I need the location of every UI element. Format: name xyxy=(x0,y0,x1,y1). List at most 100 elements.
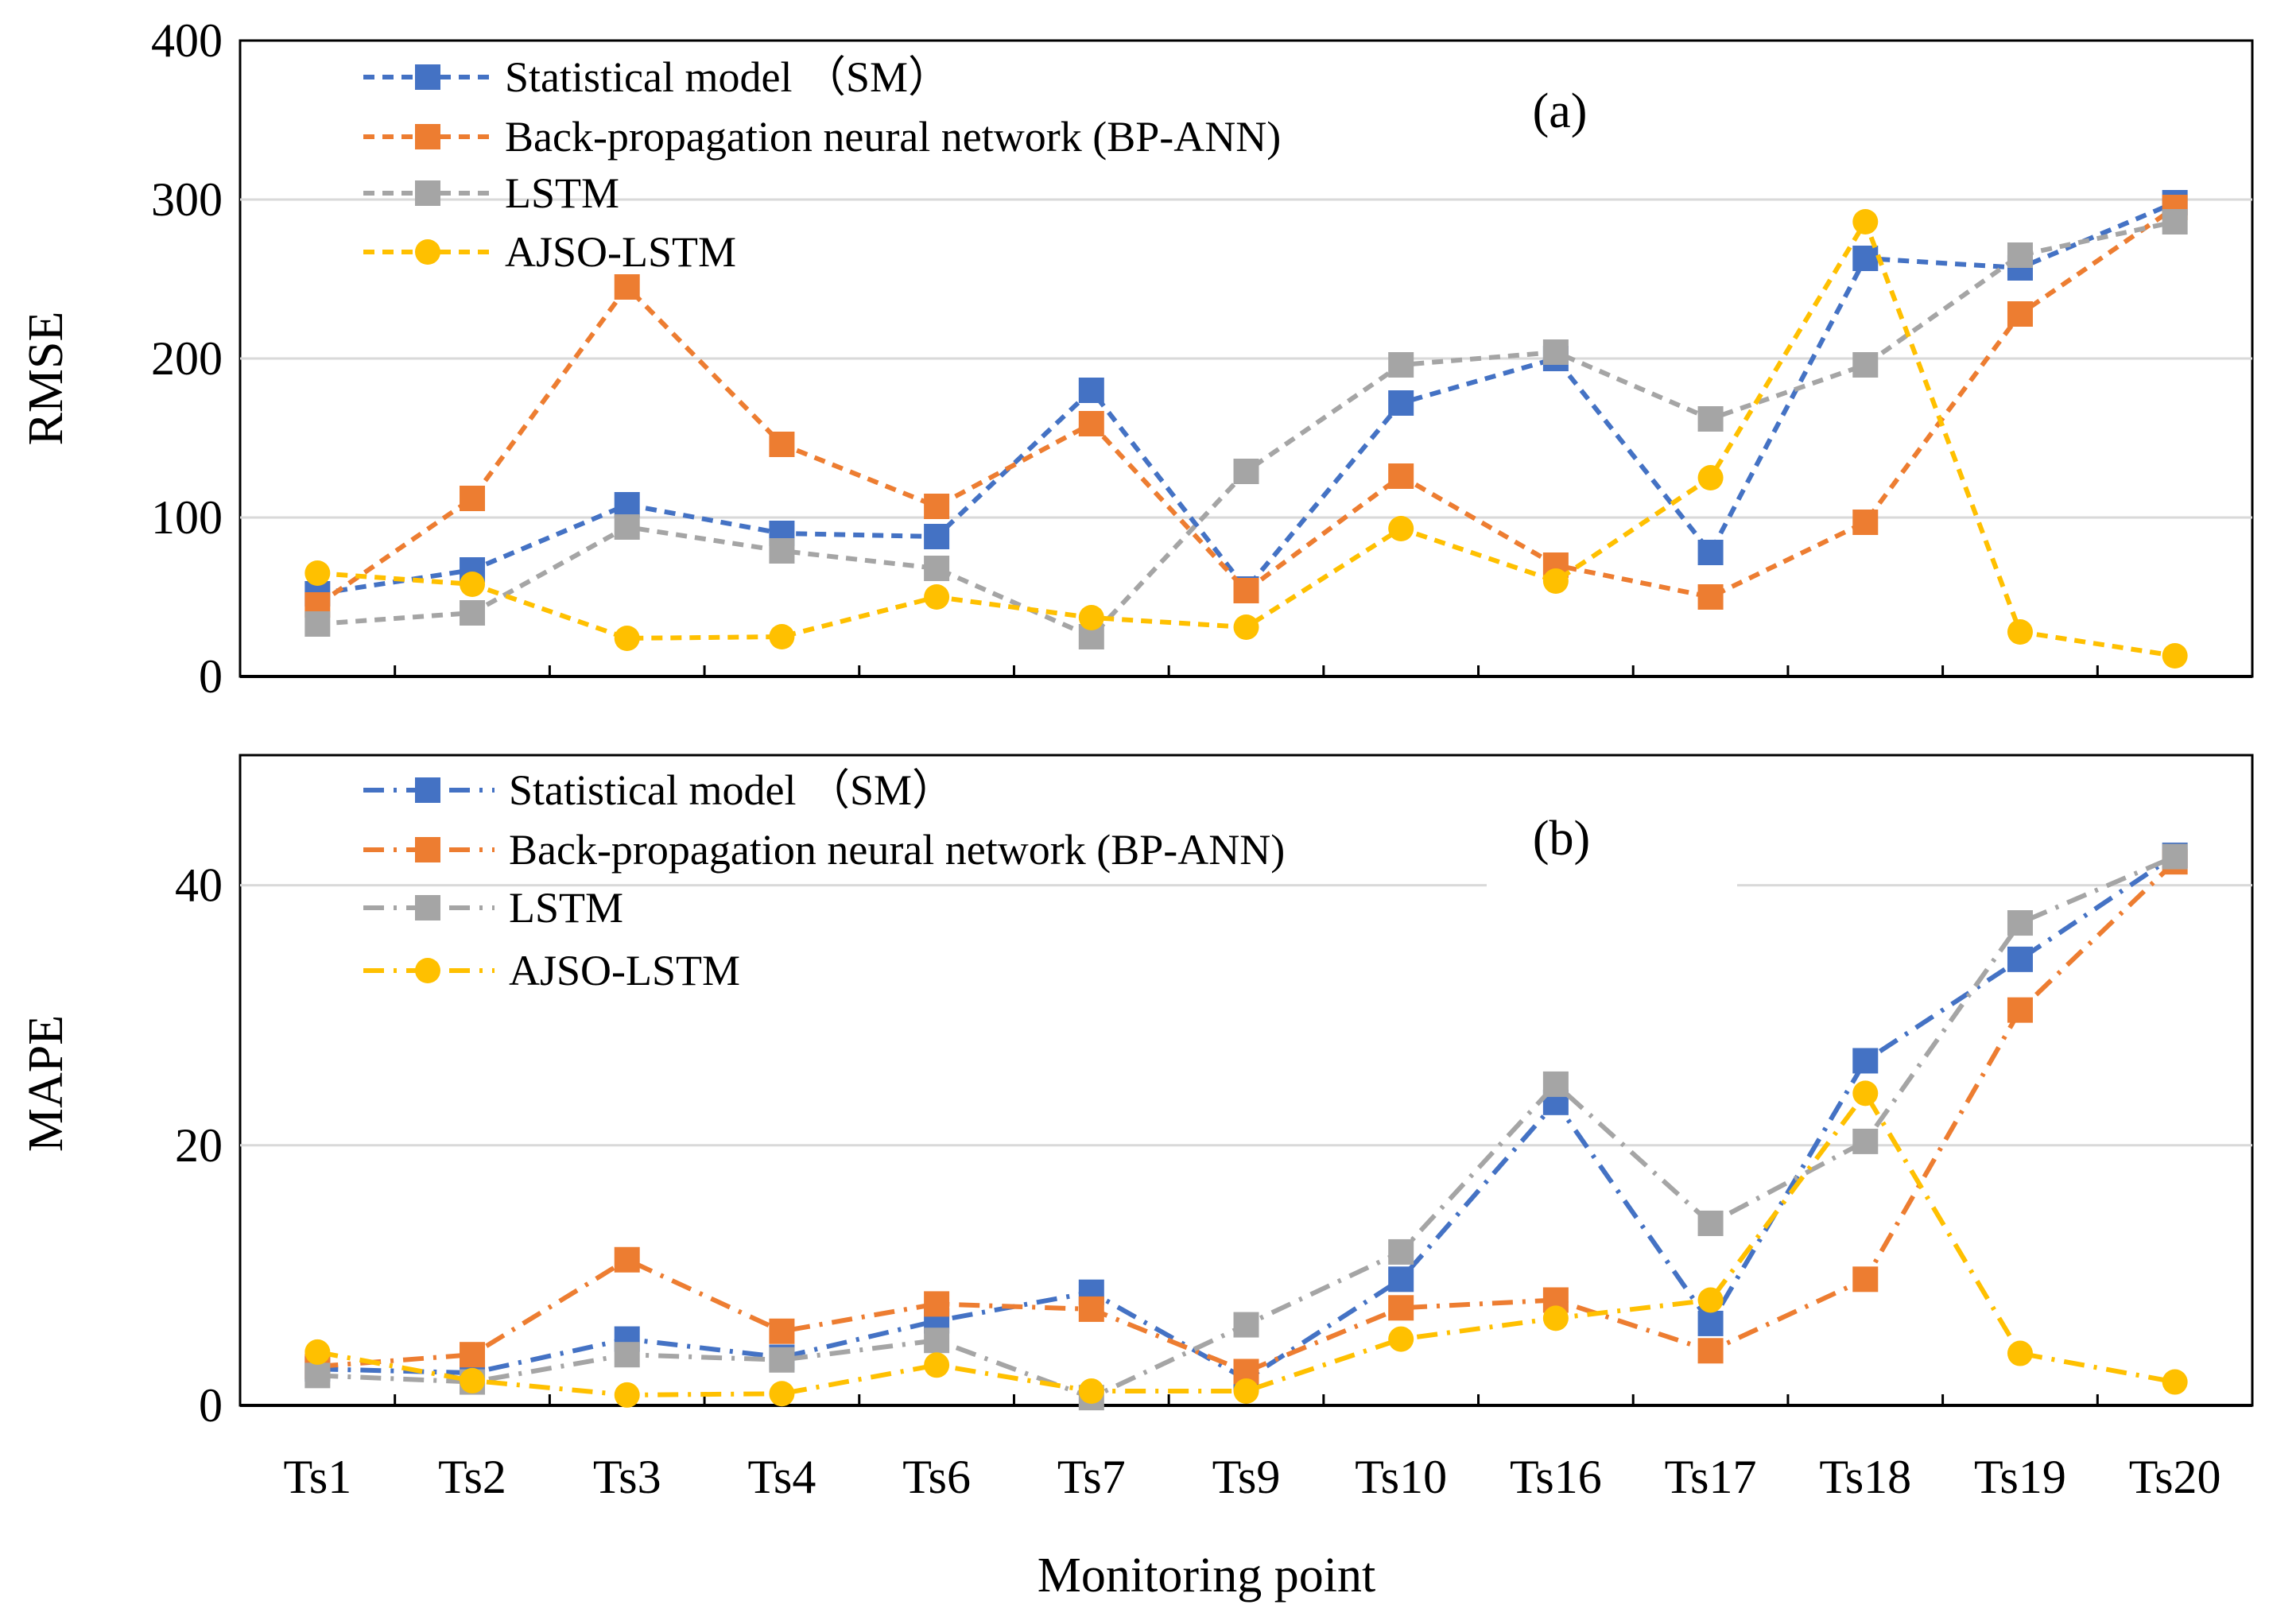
data-point-1 xyxy=(460,1342,486,1368)
data-point-3 xyxy=(460,572,486,597)
x-tick-label: Ts2 xyxy=(438,1451,506,1503)
data-point-1 xyxy=(1388,463,1414,489)
data-point-3 xyxy=(1542,1305,1569,1331)
data-point-3 xyxy=(769,624,795,649)
data-point-0 xyxy=(1852,246,1879,271)
legend-marker xyxy=(415,239,440,265)
series-line-3 xyxy=(316,1088,2176,1397)
data-point-3 xyxy=(614,1382,640,1408)
data-point-2 xyxy=(2162,843,2188,870)
data-point-1 xyxy=(924,494,950,519)
data-point-1 xyxy=(769,1318,795,1344)
data-point-2 xyxy=(304,1362,331,1389)
x-tick-label: Ts19 xyxy=(1974,1451,2066,1503)
x-tick-label: Ts16 xyxy=(1510,1451,1602,1503)
data-point-1 xyxy=(1697,1338,1724,1364)
data-point-0 xyxy=(614,492,640,517)
data-point-3 xyxy=(1233,1378,1259,1405)
y-tick-label: 0 xyxy=(199,650,223,703)
panel-label: (b) xyxy=(1533,812,1590,866)
legend-label: AJSO-LSTM xyxy=(505,228,736,276)
legend-marker xyxy=(415,958,440,983)
legend-label: LSTM xyxy=(509,884,623,932)
x-tick-label: Ts4 xyxy=(748,1451,816,1503)
series-line-2 xyxy=(317,219,2176,640)
data-point-1 xyxy=(460,486,486,511)
x-tick-label: Ts1 xyxy=(283,1451,351,1503)
data-point-2 xyxy=(924,1327,950,1354)
data-point-1 xyxy=(1078,1296,1104,1322)
data-point-2 xyxy=(1542,1071,1569,1097)
data-point-3 xyxy=(2162,643,2188,669)
data-point-3 xyxy=(1697,1287,1724,1313)
x-tick-label: Ts6 xyxy=(902,1451,971,1503)
x-tick-label: Ts17 xyxy=(1665,1451,1757,1503)
data-point-3 xyxy=(304,1339,331,1365)
y-axis-label: RMSE xyxy=(19,312,73,446)
legend-label: Statistical model （SM） xyxy=(509,766,955,814)
data-point-2 xyxy=(924,556,950,581)
legend-label: AJSO-LSTM xyxy=(509,947,740,994)
data-point-2 xyxy=(1852,352,1879,378)
y-tick-label: 0 xyxy=(199,1379,223,1432)
data-point-0 xyxy=(1852,1048,1879,1074)
data-point-2 xyxy=(1233,1312,1259,1338)
data-point-0 xyxy=(1388,1266,1414,1293)
panel-label: (a) xyxy=(1533,84,1588,138)
data-point-3 xyxy=(1078,605,1104,630)
legend-marker xyxy=(415,895,440,921)
data-point-0 xyxy=(2007,946,2033,972)
legend-marker xyxy=(415,180,440,206)
data-point-3 xyxy=(1852,1080,1879,1107)
data-point-2 xyxy=(1542,339,1569,365)
data-point-1 xyxy=(2007,997,2033,1023)
data-point-3 xyxy=(1233,614,1259,640)
y-axis-label: MAPE xyxy=(19,1015,73,1152)
data-point-3 xyxy=(614,626,640,651)
data-point-3 xyxy=(1388,1326,1414,1352)
series-line-0 xyxy=(317,853,2177,1382)
data-point-2 xyxy=(2162,209,2188,234)
data-point-1 xyxy=(614,1246,640,1273)
x-axis-label: Monitoring point xyxy=(1038,1548,1375,1603)
data-point-2 xyxy=(460,600,486,626)
data-point-3 xyxy=(924,1352,950,1378)
data-point-3 xyxy=(769,1381,795,1407)
data-point-0 xyxy=(1388,390,1414,416)
data-point-2 xyxy=(769,1347,795,1373)
data-point-1 xyxy=(1852,510,1879,535)
y-tick-label: 20 xyxy=(175,1119,223,1172)
y-tick-label: 400 xyxy=(151,14,223,67)
data-point-1 xyxy=(924,1291,950,1317)
data-point-2 xyxy=(1388,352,1414,378)
data-point-2 xyxy=(2007,910,2033,936)
data-point-3 xyxy=(1697,465,1724,490)
y-tick-label: 200 xyxy=(151,332,223,385)
data-point-3 xyxy=(1078,1378,1104,1405)
y-tick-label: 100 xyxy=(151,491,223,544)
data-point-2 xyxy=(769,538,795,564)
legend-label: Statistical model （SM） xyxy=(505,53,951,101)
data-point-3 xyxy=(2007,619,2033,645)
legend-label: Back-propagation neural network (BP-ANN) xyxy=(505,113,1281,161)
data-point-1 xyxy=(1697,584,1724,610)
data-point-1 xyxy=(1078,411,1104,436)
data-point-0 xyxy=(1697,1310,1724,1336)
x-tick-label: Ts18 xyxy=(1819,1451,1911,1503)
data-point-2 xyxy=(1697,406,1724,432)
data-point-3 xyxy=(1852,209,1879,234)
data-point-2 xyxy=(1852,1128,1879,1154)
x-tick-label: Ts20 xyxy=(2129,1451,2221,1503)
y-tick-label: 300 xyxy=(151,173,223,226)
data-point-3 xyxy=(1388,516,1414,541)
data-point-0 xyxy=(1697,540,1724,565)
data-point-1 xyxy=(1852,1266,1879,1293)
data-point-3 xyxy=(460,1367,486,1393)
data-point-3 xyxy=(2162,1369,2188,1395)
data-point-3 xyxy=(1542,568,1569,594)
data-point-3 xyxy=(2007,1340,2033,1366)
data-point-1 xyxy=(1388,1295,1414,1321)
data-point-1 xyxy=(1233,578,1259,603)
data-point-2 xyxy=(1697,1210,1724,1236)
